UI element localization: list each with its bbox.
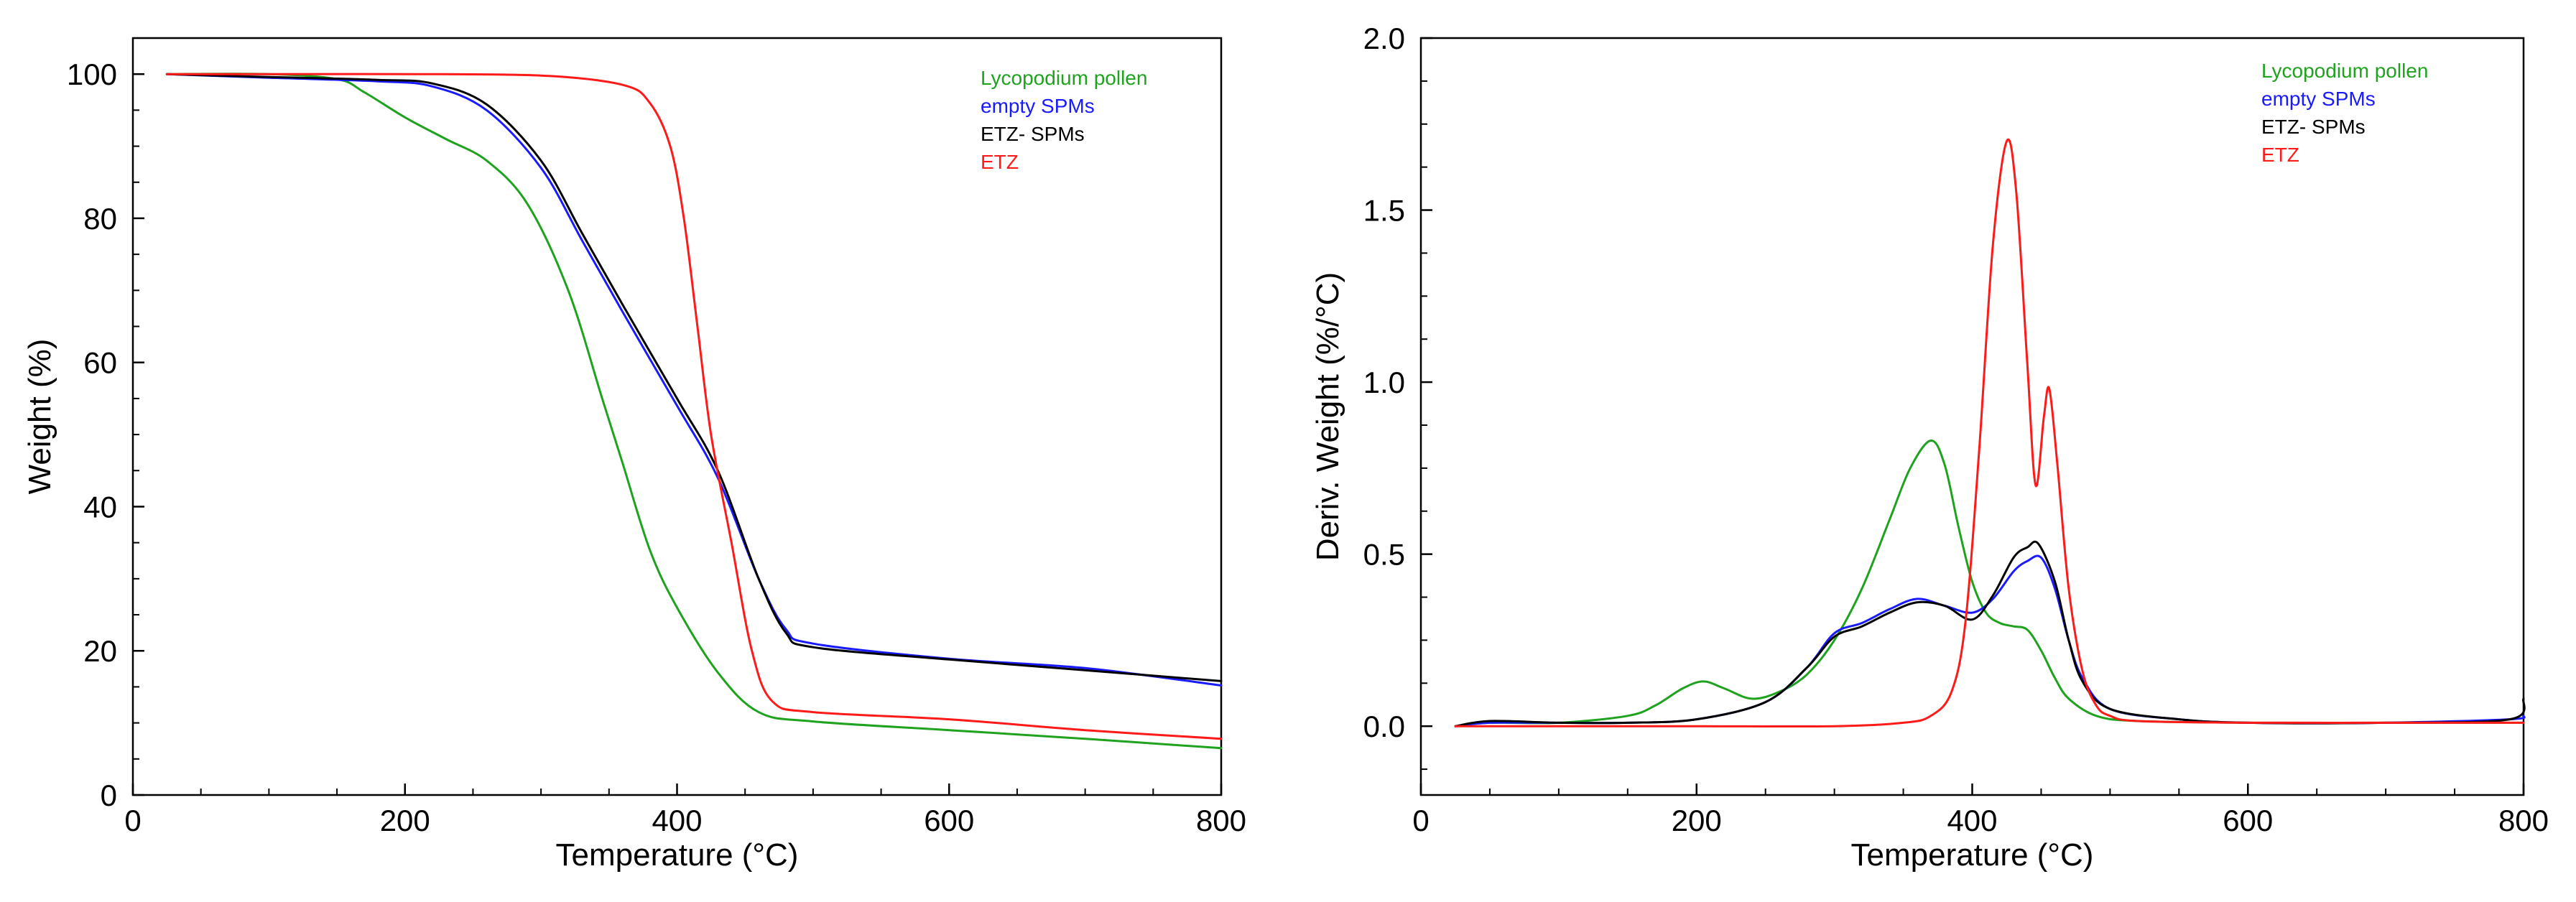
y-tick-label: 1.0 [1363, 366, 1405, 399]
legend-entry: empty SPMs [2261, 88, 2376, 110]
y-tick-label: 0.0 [1363, 710, 1405, 743]
legend-entry: Lycopodium pollen [981, 67, 1147, 89]
x-axis-label: Temperature (°C) [1851, 837, 2094, 873]
x-tick-label: 0 [1412, 804, 1429, 837]
x-tick-label: 400 [652, 804, 702, 837]
y-tick-label: 0.5 [1363, 538, 1405, 572]
x-tick-label: 200 [1672, 804, 1722, 837]
legend-entry: ETZ [981, 151, 1019, 173]
y-tick-label: 40 [83, 490, 117, 524]
series-line-etz-spms [165, 73, 1223, 682]
plot-frame [131, 37, 1223, 796]
legend-entry: ETZ [2261, 144, 2299, 166]
series-line-etz [1454, 138, 2525, 728]
y-tick-label: 2.0 [1363, 22, 1405, 55]
y-tick-label: 100 [67, 57, 117, 91]
legend-entry: ETZ- SPMs [2261, 116, 2366, 138]
y-axis-label: Deriv. Weight (%/°C) [1310, 272, 1345, 561]
y-tick-label: 20 [83, 634, 117, 668]
x-tick-label: 600 [924, 804, 974, 837]
dtg-chart: 0 200 400 600 800 0.0 0.5 1.0 1.5 2.0 Temperature … [1310, 22, 2549, 873]
plot-frame [1419, 37, 2525, 796]
series-line-etz-spms [1454, 540, 2526, 727]
legend-entry: empty SPMs [981, 95, 1095, 117]
y-tick-label: 1.5 [1363, 194, 1405, 228]
x-tick-label: 800 [2498, 804, 2549, 837]
y-tick-label: 60 [83, 346, 117, 380]
series-line-lycopodium-pollen [165, 73, 1223, 750]
y-tick-label: 80 [83, 202, 117, 236]
x-tick-label: 400 [1947, 804, 1997, 837]
legend-entry: ETZ- SPMs [981, 123, 1085, 145]
x-tick-label: 800 [1196, 804, 1246, 837]
x-axis-label: Temperature (°C) [556, 837, 799, 873]
y-tick-label: 0 [101, 778, 117, 812]
legend-entry: Lycopodium pollen [2261, 60, 2428, 82]
y-axis-label: Weight (%) [22, 339, 57, 495]
x-tick-label: 600 [2223, 804, 2273, 837]
tga-chart: 0 200 400 600 800 0 20 40 60 80 100 Temperature (°C… [22, 37, 1246, 873]
series-line-lycopodium-pollen [1454, 440, 2525, 727]
series-line-etz [165, 73, 1223, 740]
series-line-empty-spms [165, 73, 1223, 687]
x-tick-label: 200 [380, 804, 430, 837]
series-line-empty-spms [1454, 554, 2526, 727]
x-tick-label: 0 [124, 804, 141, 837]
